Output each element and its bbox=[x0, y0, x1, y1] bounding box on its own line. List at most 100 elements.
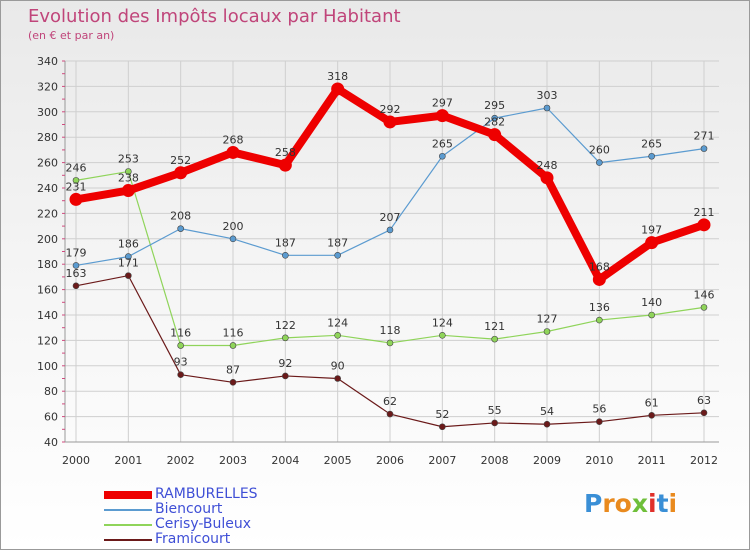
data-point-cerisy-buleux bbox=[439, 332, 446, 339]
data-label-framicourt: 90 bbox=[331, 360, 345, 373]
data-label-cerisy-buleux: 127 bbox=[537, 313, 558, 326]
data-label-framicourt: 61 bbox=[645, 396, 659, 409]
data-point-framicourt bbox=[596, 418, 603, 425]
x-tick-label: 2000 bbox=[62, 454, 90, 467]
data-point-framicourt bbox=[386, 410, 394, 418]
x-tick-label: 2010 bbox=[585, 454, 613, 467]
data-label-framicourt: 87 bbox=[226, 363, 240, 376]
y-tick-label: 180 bbox=[37, 258, 58, 271]
data-label-framicourt: 56 bbox=[592, 403, 606, 416]
logo-letter: t bbox=[656, 489, 669, 518]
data-label-ramburelles: 238 bbox=[118, 172, 139, 185]
data-point-biencourt bbox=[282, 252, 289, 259]
data-label-ramburelles: 252 bbox=[170, 154, 191, 167]
data-label-biencourt: 271 bbox=[694, 130, 715, 143]
logo-letter: P bbox=[584, 489, 603, 518]
data-label-framicourt: 171 bbox=[118, 257, 139, 270]
data-point-ramburelles bbox=[383, 115, 397, 129]
data-point-framicourt bbox=[439, 423, 446, 431]
y-tick-label: 280 bbox=[37, 131, 58, 144]
legend-label-ramburelles: RAMBURELLES bbox=[155, 486, 258, 502]
data-label-biencourt: 265 bbox=[432, 137, 453, 150]
data-label-cerisy-buleux: 140 bbox=[641, 296, 662, 309]
data-point-framicourt bbox=[700, 409, 708, 417]
legend-label-biencourt: Biencourt bbox=[155, 501, 223, 517]
data-label-ramburelles: 197 bbox=[641, 224, 662, 237]
x-tick-label: 2008 bbox=[481, 454, 509, 467]
data-point-framicourt bbox=[334, 375, 341, 382]
data-label-cerisy-buleux: 146 bbox=[694, 288, 715, 301]
data-point-cerisy-buleux bbox=[72, 177, 80, 184]
data-label-ramburelles: 292 bbox=[380, 103, 401, 116]
data-point-framicourt bbox=[491, 419, 498, 427]
x-tick-label: 2005 bbox=[324, 454, 352, 467]
data-label-cerisy-buleux: 124 bbox=[432, 316, 453, 329]
data-point-ramburelles bbox=[69, 192, 83, 206]
data-point-cerisy-buleux bbox=[282, 334, 289, 342]
logo-letter: i bbox=[648, 489, 657, 518]
data-point-ramburelles bbox=[278, 158, 292, 172]
data-point-framicourt bbox=[125, 272, 132, 279]
data-label-ramburelles: 168 bbox=[589, 260, 610, 273]
data-label-biencourt: 200 bbox=[223, 220, 244, 233]
data-label-cerisy-buleux: 253 bbox=[118, 152, 139, 165]
data-label-cerisy-buleux: 116 bbox=[223, 326, 244, 339]
data-point-cerisy-buleux bbox=[334, 332, 341, 339]
data-label-framicourt: 93 bbox=[174, 356, 188, 369]
proxiti-logo: Proxiti bbox=[584, 489, 677, 518]
data-label-biencourt: 187 bbox=[327, 236, 348, 249]
x-tick-label: 2004 bbox=[271, 454, 299, 467]
data-point-ramburelles bbox=[592, 272, 606, 286]
data-label-ramburelles: 248 bbox=[537, 159, 558, 172]
data-label-ramburelles: 211 bbox=[694, 206, 715, 219]
y-tick-label: 240 bbox=[37, 182, 58, 195]
data-point-cerisy-buleux bbox=[596, 316, 603, 324]
y-tick-label: 320 bbox=[37, 80, 58, 93]
data-label-ramburelles: 282 bbox=[484, 116, 505, 129]
data-label-biencourt: 179 bbox=[66, 246, 87, 259]
chart-title: Evolution des Impôts locaux par Habitant bbox=[28, 6, 401, 27]
data-point-cerisy-buleux bbox=[177, 342, 184, 349]
data-label-cerisy-buleux: 122 bbox=[275, 319, 296, 332]
data-point-biencourt bbox=[543, 104, 551, 112]
data-label-framicourt: 52 bbox=[435, 408, 449, 421]
y-tick-label: 220 bbox=[37, 207, 58, 220]
data-label-cerisy-buleux: 121 bbox=[484, 320, 505, 333]
legend-swatch-framicourt bbox=[104, 539, 152, 541]
data-point-ramburelles bbox=[540, 171, 554, 185]
x-tick-label: 2002 bbox=[167, 454, 195, 467]
y-tick-label: 140 bbox=[37, 309, 58, 322]
data-point-biencourt bbox=[648, 152, 655, 160]
data-point-ramburelles bbox=[174, 166, 188, 180]
data-label-framicourt: 55 bbox=[488, 404, 502, 417]
y-tick-label: 160 bbox=[37, 284, 58, 297]
data-point-cerisy-buleux bbox=[386, 339, 394, 347]
legend-label-framicourt: Framicourt bbox=[155, 531, 231, 547]
data-label-biencourt: 208 bbox=[170, 210, 191, 223]
x-tick-label: 2009 bbox=[533, 454, 561, 467]
data-label-framicourt: 92 bbox=[278, 357, 292, 370]
logo-letter: x bbox=[631, 489, 648, 518]
data-label-biencourt: 303 bbox=[537, 89, 558, 102]
data-point-framicourt bbox=[229, 379, 237, 386]
data-point-biencourt bbox=[700, 145, 708, 152]
data-point-framicourt bbox=[177, 371, 184, 378]
data-point-biencourt bbox=[439, 152, 446, 160]
x-tick-label: 2012 bbox=[690, 454, 718, 467]
y-tick-label: 200 bbox=[37, 233, 58, 246]
data-label-biencourt: 186 bbox=[118, 238, 139, 251]
y-tick-label: 40 bbox=[44, 436, 58, 449]
y-tick-label: 300 bbox=[37, 106, 58, 119]
data-label-ramburelles: 318 bbox=[327, 70, 348, 83]
data-point-cerisy-buleux bbox=[648, 311, 655, 319]
y-tick-label: 120 bbox=[37, 334, 58, 347]
data-label-framicourt: 54 bbox=[540, 405, 554, 418]
data-point-ramburelles bbox=[226, 145, 240, 159]
data-label-ramburelles: 268 bbox=[223, 133, 244, 146]
data-label-framicourt: 163 bbox=[66, 267, 87, 280]
x-tick-label: 2011 bbox=[638, 454, 666, 467]
y-tick-label: 80 bbox=[44, 385, 58, 398]
data-point-cerisy-buleux bbox=[700, 304, 708, 311]
y-tick-label: 260 bbox=[37, 157, 58, 170]
